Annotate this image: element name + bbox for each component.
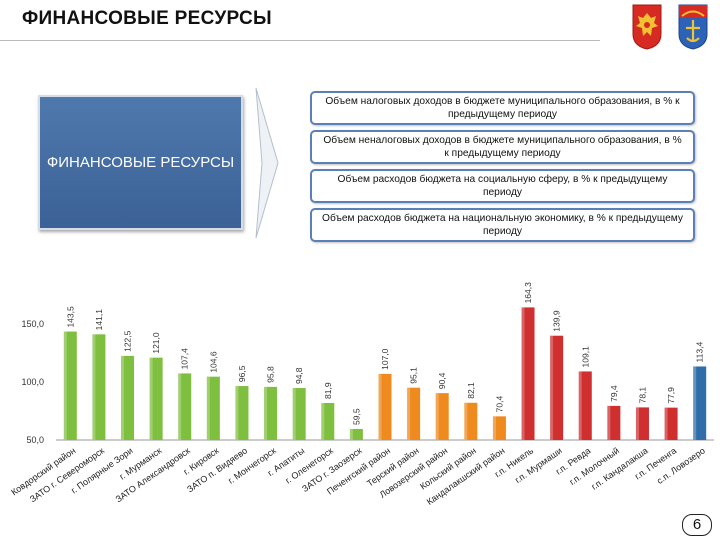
data-label: 90,4 xyxy=(437,372,447,389)
data-label: 104,6 xyxy=(208,351,218,373)
bar xyxy=(264,386,278,440)
bar-highlight xyxy=(63,331,67,440)
bar-highlight xyxy=(149,357,153,440)
data-label: 77,9 xyxy=(666,387,676,404)
bar xyxy=(63,331,77,440)
slide-header: ФИНАНСОВЫЕ РЕСУРСЫ xyxy=(0,0,720,60)
data-label: 70,4 xyxy=(494,396,504,413)
bar xyxy=(435,393,449,440)
y-tick-label: 150,0 xyxy=(21,319,44,329)
bar-highlight xyxy=(607,405,611,440)
bar-highlight xyxy=(321,402,325,440)
data-label: 95,8 xyxy=(266,366,276,383)
indicator-social-spending: Объем расходов бюджета на социальную сфе… xyxy=(310,169,695,203)
bar-highlight xyxy=(178,373,182,440)
bar-highlight xyxy=(92,334,96,440)
bar-highlight xyxy=(292,388,296,440)
bar-highlight xyxy=(121,355,125,440)
bar xyxy=(149,357,163,440)
data-label: 78,1 xyxy=(637,387,647,404)
bar xyxy=(349,428,363,440)
bar-highlight xyxy=(349,428,353,440)
data-label: 82,1 xyxy=(466,382,476,399)
data-label: 59,5 xyxy=(351,408,361,425)
y-tick-label: 100,0 xyxy=(21,377,44,387)
bar-highlight xyxy=(664,407,668,440)
data-label: 143,5 xyxy=(65,306,75,328)
bar xyxy=(464,402,478,440)
data-label: 95,1 xyxy=(409,367,419,384)
data-label: 139,9 xyxy=(552,310,562,332)
data-label: 121,0 xyxy=(151,332,161,354)
russia-coat-of-arms-icon xyxy=(632,4,662,50)
bar-highlight xyxy=(521,307,525,440)
data-label: 164,3 xyxy=(523,282,533,304)
header-divider xyxy=(0,40,600,41)
data-label: 107,0 xyxy=(380,348,390,370)
bar-highlight xyxy=(464,402,468,440)
bar xyxy=(92,334,106,440)
data-label: 81,9 xyxy=(323,382,333,399)
bar xyxy=(635,407,649,440)
slide-title: ФИНАНСОВЫЕ РЕСУРСЫ xyxy=(22,8,272,29)
chevron-arrow-icon xyxy=(255,87,279,239)
bar-highlight xyxy=(550,335,554,440)
bar xyxy=(693,366,707,440)
bar xyxy=(321,402,335,440)
data-label: 96,5 xyxy=(237,365,247,382)
bar-highlight xyxy=(235,386,239,440)
data-label: 141,1 xyxy=(94,309,104,331)
bar xyxy=(521,307,535,440)
bar-highlight xyxy=(693,366,697,440)
data-label: 107,4 xyxy=(180,348,190,370)
data-label: 109,1 xyxy=(580,346,590,368)
bar xyxy=(235,386,249,440)
indicator-nontax-revenue: Объем неналоговых доходов в бюджете муни… xyxy=(310,130,695,164)
indicator-economy-spending: Объем расходов бюджета на национальную э… xyxy=(310,208,695,242)
bar xyxy=(550,335,564,440)
data-label: 79,4 xyxy=(609,385,619,402)
indicator-tax-revenue: Объем налоговых доходов в бюджете муници… xyxy=(310,91,695,125)
y-tick-label: 50,0 xyxy=(26,435,44,445)
bar xyxy=(206,376,220,440)
bar xyxy=(121,355,135,440)
bar-highlight xyxy=(492,416,496,440)
bar-highlight xyxy=(635,407,639,440)
bar-highlight xyxy=(206,376,210,440)
bar xyxy=(292,388,306,440)
bar-highlight xyxy=(435,393,439,440)
data-label: 113,4 xyxy=(695,342,705,363)
bar-highlight xyxy=(264,386,268,440)
page-number: 6 xyxy=(682,514,712,536)
bar xyxy=(664,407,678,440)
bar xyxy=(607,405,621,440)
bar xyxy=(578,371,592,440)
bar-highlight xyxy=(407,387,411,440)
data-label: 122,5 xyxy=(123,330,133,352)
bar xyxy=(492,416,506,440)
murmansk-coat-of-arms-icon xyxy=(678,4,708,50)
bar-highlight xyxy=(378,373,382,440)
bar xyxy=(407,387,421,440)
bar-highlight xyxy=(578,371,582,440)
data-label: 94,8 xyxy=(294,367,304,384)
financial-resources-box: ФИНАНСОВЫЕ РЕСУРСЫ xyxy=(38,95,243,230)
bar xyxy=(378,373,392,440)
bar xyxy=(178,373,192,440)
